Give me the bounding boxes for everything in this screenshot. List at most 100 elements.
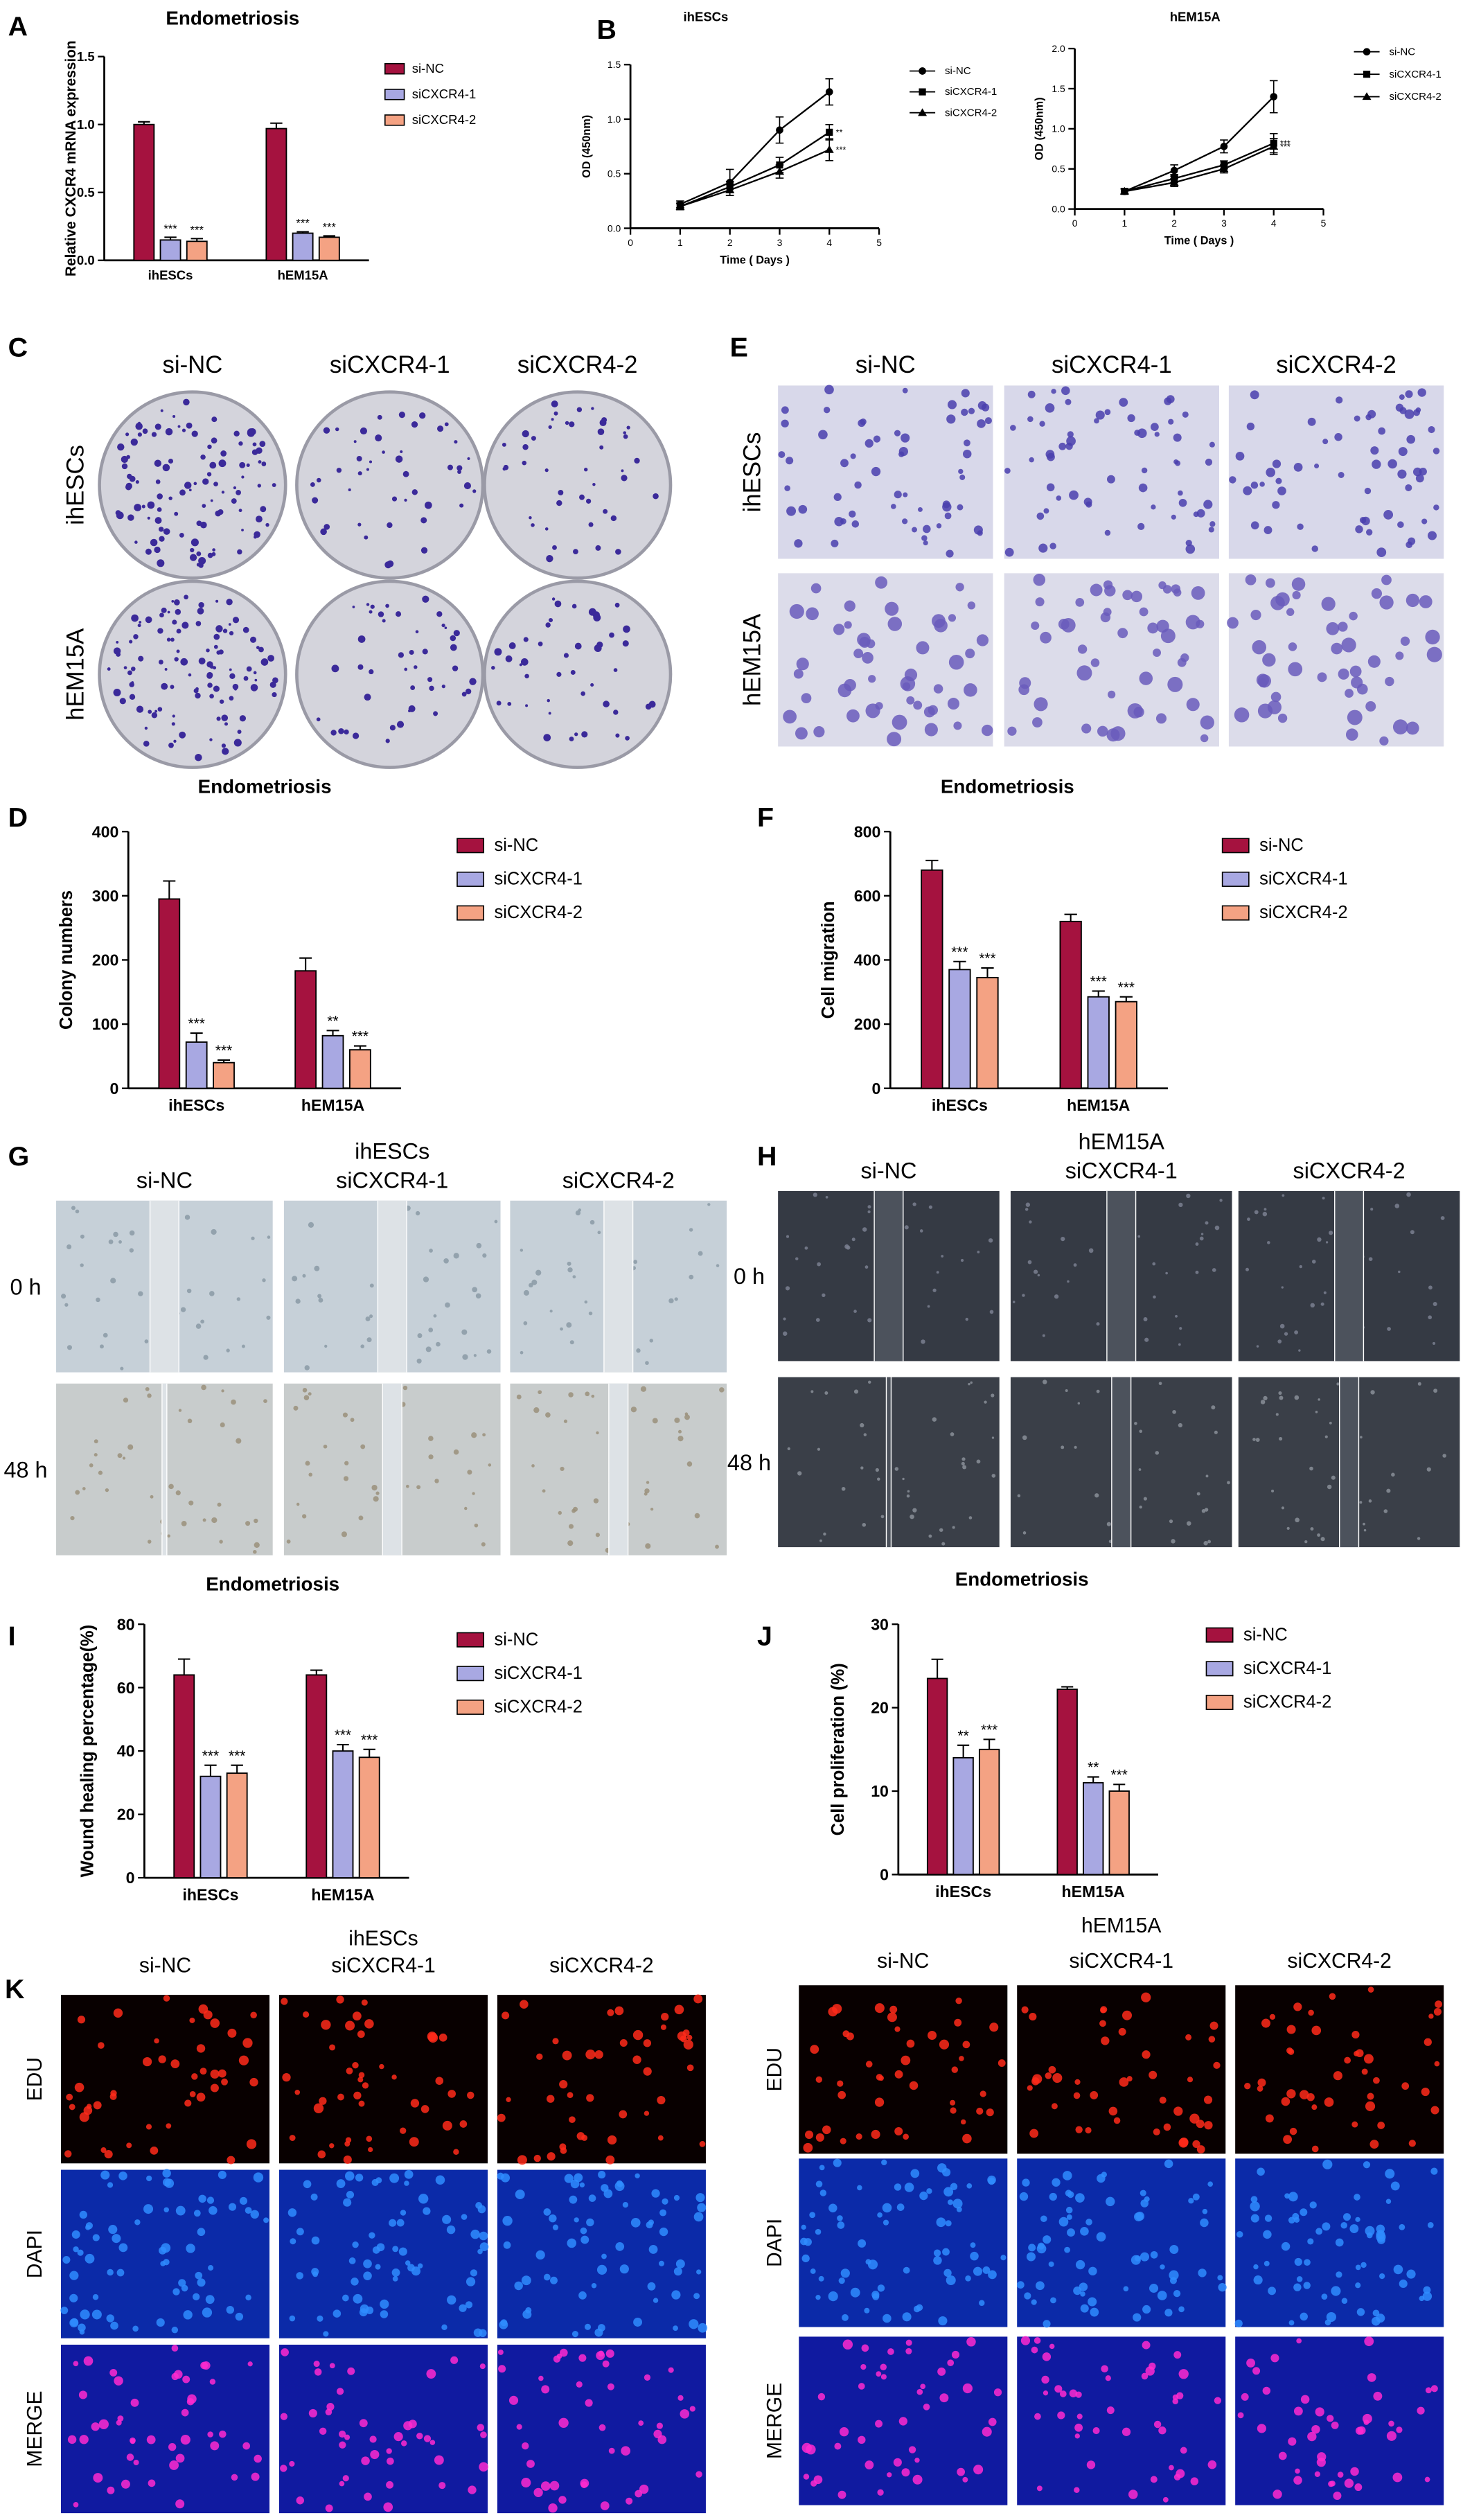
colony xyxy=(229,696,234,701)
cell xyxy=(648,2245,658,2254)
cell xyxy=(69,2293,78,2302)
cell xyxy=(75,1490,80,1495)
cell xyxy=(459,2120,468,2128)
cell xyxy=(1331,642,1343,655)
bar xyxy=(1115,1001,1137,1089)
legend-label: siCXCR4-1 xyxy=(412,87,477,101)
cell xyxy=(1141,2372,1149,2380)
colony xyxy=(621,469,624,473)
cell xyxy=(221,1389,224,1393)
cell xyxy=(936,2217,946,2228)
cell xyxy=(923,2404,930,2411)
cell xyxy=(435,2175,445,2185)
cell xyxy=(267,1235,271,1239)
colony xyxy=(119,698,126,705)
colony xyxy=(183,398,190,406)
legend-label: siCXCR4-1 xyxy=(1243,1659,1331,1678)
cell xyxy=(1288,2217,1295,2224)
cell xyxy=(959,474,966,480)
cell xyxy=(1043,2320,1051,2328)
cell xyxy=(815,2076,823,2083)
colony xyxy=(211,416,218,423)
cell xyxy=(1214,1225,1220,1231)
colony xyxy=(404,498,407,502)
cell xyxy=(287,2208,297,2217)
cell xyxy=(529,1283,533,1288)
cell xyxy=(323,2331,329,2337)
cell xyxy=(319,2097,327,2105)
colony xyxy=(563,653,569,658)
cell xyxy=(1355,2217,1360,2223)
cell xyxy=(1385,2199,1392,2204)
cell xyxy=(923,540,928,546)
colony xyxy=(382,450,385,454)
cell xyxy=(910,2169,920,2178)
cell xyxy=(817,2393,826,2401)
significance: *** xyxy=(1280,138,1291,148)
cell xyxy=(472,1287,478,1293)
cell xyxy=(607,2009,614,2016)
y-axis-label: OD (450nm) xyxy=(1033,97,1045,160)
cell xyxy=(169,2460,179,2470)
cell xyxy=(1385,676,1394,687)
cell xyxy=(834,517,844,527)
cell xyxy=(928,1205,932,1209)
cell xyxy=(939,2393,949,2403)
cell xyxy=(1065,398,1072,405)
cell xyxy=(1142,2341,1151,2350)
row-label: DAPI xyxy=(24,2230,46,2278)
y-tick-label: 20 xyxy=(117,1806,135,1824)
cell xyxy=(853,1310,857,1313)
colony xyxy=(162,464,170,472)
cell xyxy=(545,1412,551,1418)
cell xyxy=(482,1433,486,1437)
y-tick-label: 1.0 xyxy=(1052,123,1065,134)
cell xyxy=(1433,1389,1438,1393)
legend-label: siCXCR4-2 xyxy=(412,112,477,127)
cell xyxy=(238,2055,249,2065)
cell xyxy=(1366,529,1373,536)
cell xyxy=(984,417,992,425)
cell xyxy=(1253,2275,1263,2285)
cell xyxy=(1066,436,1076,446)
cell xyxy=(1386,1488,1391,1493)
cell xyxy=(598,2424,606,2431)
colony xyxy=(154,517,162,525)
cell xyxy=(659,2209,667,2217)
cell xyxy=(1172,2394,1179,2401)
colony xyxy=(159,613,164,618)
cell xyxy=(189,2090,196,2097)
cell xyxy=(294,2089,301,2095)
colony xyxy=(370,604,375,609)
colony xyxy=(236,490,241,495)
cell xyxy=(1338,668,1349,680)
cell xyxy=(400,2127,407,2134)
cell xyxy=(1300,2208,1308,2217)
cell xyxy=(502,2216,513,2226)
colony xyxy=(221,743,227,748)
cell xyxy=(572,1275,576,1279)
cell xyxy=(181,1520,187,1526)
cell xyxy=(1058,618,1070,630)
x-tick-label: hEM15A xyxy=(311,1886,375,1904)
cell xyxy=(402,1385,408,1391)
cell xyxy=(602,2360,610,2368)
cell xyxy=(254,1518,258,1524)
cell xyxy=(1140,2252,1149,2262)
cell xyxy=(99,1344,104,1349)
cell xyxy=(1397,469,1407,479)
colony xyxy=(158,660,163,664)
colony xyxy=(366,468,369,471)
colony xyxy=(241,529,244,531)
cell xyxy=(796,658,809,671)
cell xyxy=(837,2215,843,2221)
colony xyxy=(154,423,161,430)
cell xyxy=(1370,1390,1375,1395)
cell xyxy=(1370,1208,1374,1211)
cell xyxy=(380,2310,389,2318)
cell xyxy=(1308,2009,1314,2016)
cell xyxy=(1277,1339,1282,1344)
chart-title: ihESCs xyxy=(684,10,729,24)
series-line xyxy=(680,91,830,205)
cell xyxy=(867,1210,871,1214)
